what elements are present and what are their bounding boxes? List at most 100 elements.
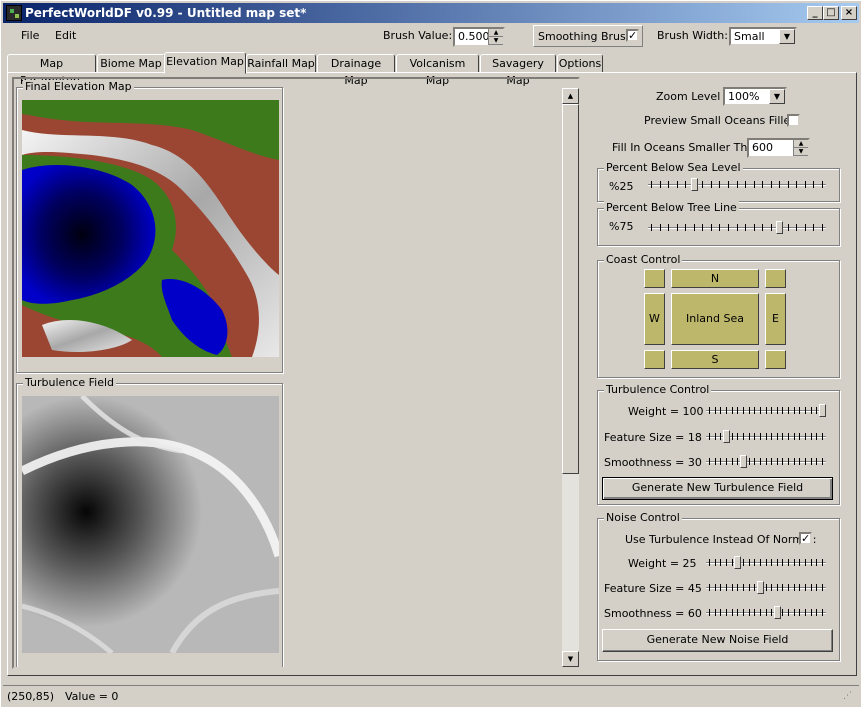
noise-feature-label: Feature Size = 45 (604, 582, 702, 595)
slider-tick (805, 458, 806, 465)
slider-tick (813, 181, 814, 188)
slider-tick (816, 584, 817, 591)
slider-thumb[interactable] (776, 221, 783, 234)
tab-map-parameters[interactable]: Map Parameters (7, 54, 96, 87)
menu-edit[interactable]: Edit (55, 29, 77, 42)
brush-value-spinner[interactable]: 0.500 ▲ ▼ (453, 27, 505, 47)
turbulence-weight-slider[interactable] (706, 404, 826, 420)
slider-tick (811, 559, 812, 566)
slider-tick (677, 224, 678, 231)
slider-thumb[interactable] (691, 178, 698, 191)
smoothing-brush-toggle[interactable]: Smoothing Brush ✓ (533, 25, 643, 47)
slider-thumb[interactable] (819, 404, 826, 417)
turbulence-feature-slider[interactable] (706, 430, 826, 446)
tab-biome-map[interactable]: Biome Map (97, 54, 165, 73)
chevron-down-icon[interactable]: ▼ (779, 29, 795, 44)
preview-small-oceans-checkbox[interactable] (787, 114, 800, 127)
turbulence-weight-label: Weight = 100 (628, 405, 704, 418)
turbulence-smoothness-slider[interactable] (706, 455, 826, 471)
slider-tick (651, 181, 652, 188)
zoom-level-select[interactable]: 100% ▼ (723, 87, 787, 106)
coast-nw-button[interactable] (644, 269, 665, 288)
slider-tick (743, 584, 744, 591)
slider-tick (782, 407, 783, 414)
spin-down-icon[interactable]: ▼ (794, 148, 808, 156)
spin-up-icon[interactable]: ▲ (794, 140, 808, 148)
slider-thumb[interactable] (723, 430, 730, 443)
generate-turbulence-button[interactable]: Generate New Turbulence Field (602, 477, 833, 500)
coast-n-button[interactable]: N (671, 269, 759, 288)
coast-sw-button[interactable] (644, 350, 665, 369)
tab-savagery-map[interactable]: Savagery Map (480, 54, 556, 87)
slider-tick (805, 407, 806, 414)
fill-oceans-spinner[interactable]: 600 ▲ ▼ (747, 138, 810, 158)
slider-tick (754, 407, 755, 414)
slider-thumb[interactable] (757, 581, 764, 594)
noise-control-title: Noise Control (604, 511, 682, 524)
slider-thumb[interactable] (734, 556, 741, 569)
slider-tick (745, 224, 746, 231)
coast-ne-button[interactable] (765, 269, 786, 288)
noise-feature-slider[interactable] (706, 581, 826, 597)
slider-tick (822, 458, 823, 465)
slider-tick (702, 181, 703, 188)
coast-e-button[interactable]: E (765, 293, 786, 345)
maximize-button[interactable]: □ (823, 6, 839, 20)
slider-thumb[interactable] (740, 455, 747, 468)
slider-tick (668, 224, 669, 231)
noise-weight-slider[interactable] (706, 556, 826, 572)
spin-down-icon[interactable]: ▼ (489, 37, 503, 45)
slider-tick (788, 181, 789, 188)
brush-width-label: Brush Width: (657, 29, 728, 42)
tree-line-group: Percent Below Tree Line %75 (597, 201, 840, 246)
slider-thumb[interactable] (774, 606, 781, 619)
brush-value-text: 0.500 (458, 30, 490, 43)
slider-tick (811, 407, 812, 414)
slider-tick (782, 433, 783, 440)
tab-volcanism-map[interactable]: Volcanism Map (396, 54, 479, 87)
generate-noise-button[interactable]: Generate New Noise Field (602, 629, 833, 652)
slider-tick (651, 224, 652, 231)
scroll-thumb[interactable] (562, 104, 579, 474)
slider-tick (805, 559, 806, 566)
final-elevation-map[interactable] (22, 100, 279, 357)
slider-tick (732, 407, 733, 414)
scroll-up-icon[interactable]: ▲ (562, 88, 579, 104)
resize-grip-icon[interactable]: ⋰ (843, 691, 852, 701)
tab-elevation-map[interactable]: Elevation Map (164, 52, 246, 74)
slider-tick (794, 584, 795, 591)
tab-rainfall-map[interactable]: Rainfall Map (246, 54, 316, 73)
tab-options[interactable]: Options (557, 54, 603, 73)
coast-w-button[interactable]: W (644, 293, 665, 345)
chevron-down-icon[interactable]: ▼ (769, 89, 785, 104)
slider-tick (737, 181, 738, 188)
vertical-scrollbar[interactable]: ▲ ▼ (562, 88, 579, 667)
turbulence-control-group: Turbulence Control Weight = 100 Feature … (597, 383, 840, 505)
noise-smoothness-slider[interactable] (706, 606, 826, 622)
menu-bar: File Edit Brush Value: 0.500 ▲ ▼ Smoothin… (3, 25, 859, 47)
zoom-level-label: Zoom Level (656, 90, 721, 103)
turbulence-field-image[interactable] (22, 396, 279, 653)
minimize-button[interactable]: _ (807, 6, 823, 20)
slider-tick (822, 559, 823, 566)
coast-se-button[interactable] (765, 350, 786, 369)
scroll-down-icon[interactable]: ▼ (562, 651, 579, 667)
slider-tick (771, 181, 772, 188)
sea-level-slider[interactable] (648, 178, 826, 194)
coast-s-button[interactable]: S (671, 350, 759, 369)
coast-inland-sea-button[interactable]: Inland Sea (671, 293, 759, 345)
slider-tick (737, 433, 738, 440)
noise-use-turbulence-checkbox[interactable]: ✓ (799, 532, 812, 545)
slider-tick (719, 224, 720, 231)
brush-width-select[interactable]: Small ▼ (729, 27, 797, 46)
turbulence-control-title: Turbulence Control (604, 383, 712, 396)
spin-up-icon[interactable]: ▲ (489, 29, 503, 37)
tree-line-slider[interactable] (648, 221, 826, 237)
slider-tick (754, 224, 755, 231)
coast-control-title: Coast Control (604, 253, 683, 266)
smoothing-brush-checkbox[interactable]: ✓ (626, 29, 639, 42)
tab-drainage-map[interactable]: Drainage Map (317, 54, 395, 87)
close-button[interactable]: × (841, 6, 857, 20)
menu-file[interactable]: File (21, 29, 40, 42)
slider-tick (794, 559, 795, 566)
